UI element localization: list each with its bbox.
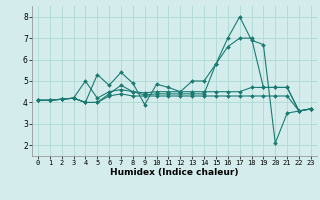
X-axis label: Humidex (Indice chaleur): Humidex (Indice chaleur) xyxy=(110,168,239,177)
